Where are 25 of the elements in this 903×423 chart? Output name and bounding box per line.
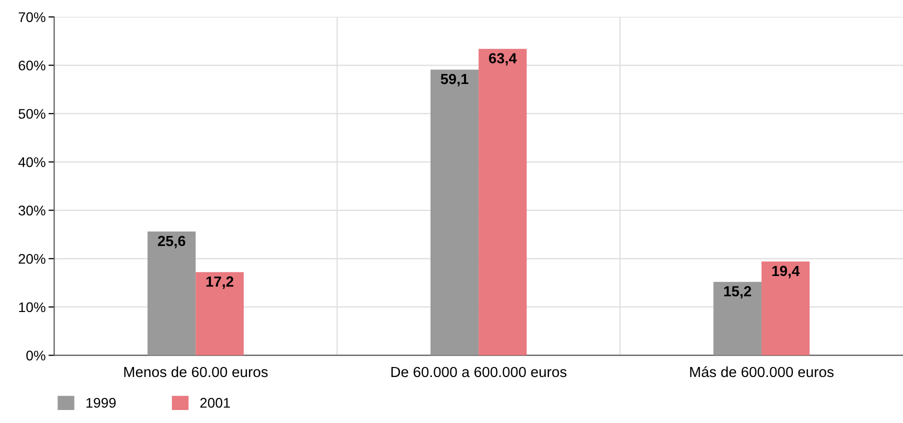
data-label: 17,2 (206, 276, 234, 289)
bar (762, 262, 810, 356)
bar (430, 70, 479, 356)
bar (478, 48, 527, 356)
legend-label: 1999 (86, 398, 116, 408)
legend-label: 2001 (200, 398, 230, 408)
data-label: 59,1 (440, 74, 468, 86)
y-tick-label: 10% (19, 302, 46, 312)
bar (148, 232, 196, 356)
y-tick-label: 70% (18, 12, 46, 22)
y-tick-label: 60% (18, 60, 46, 70)
data-label: 25,6 (158, 236, 186, 248)
y-tick-label: 50% (18, 108, 46, 119)
data-label: 15,2 (724, 286, 752, 299)
x-tick-label: Más de 600.000 euros (690, 366, 834, 378)
y-tick-label: 0% (26, 350, 46, 360)
data-label: 63,4 (488, 53, 517, 66)
y-tick-label: 30% (18, 206, 46, 216)
x-tick-label: De 60.000 a 600.000 euros (391, 366, 566, 378)
y-tick-label: 20% (18, 254, 46, 264)
bar (713, 282, 762, 356)
x-tick-label: Menos de 60.00 euros (124, 366, 268, 378)
y-tick-label: 40% (18, 157, 46, 168)
data-label: 19,4 (772, 266, 800, 278)
bar (196, 272, 244, 356)
